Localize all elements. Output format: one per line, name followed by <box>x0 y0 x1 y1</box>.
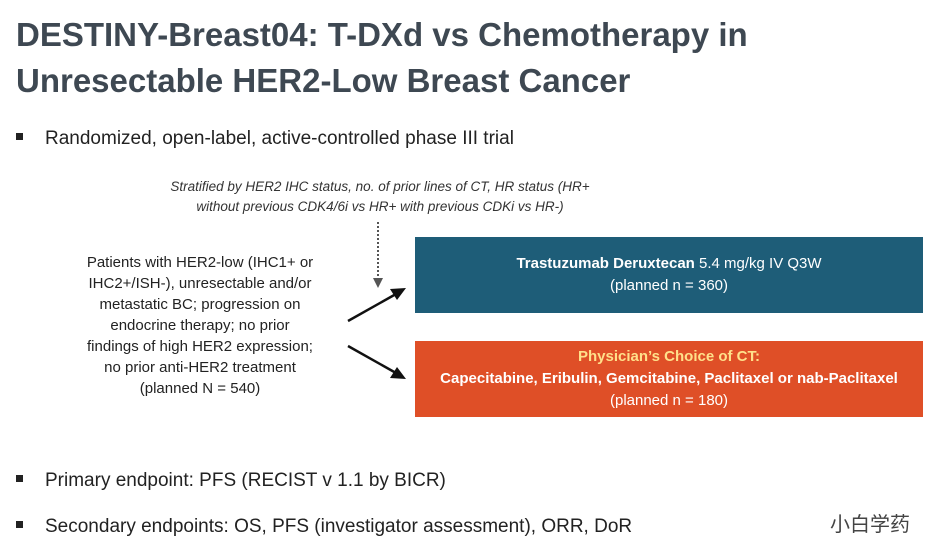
stratification-note: Stratified by HER2 IHC status, no. of pr… <box>140 177 620 217</box>
arrow-head <box>390 367 406 379</box>
bullet: Secondary endpoints: OS, PFS (investigat… <box>16 516 632 538</box>
patients-line: no prior anti-HER2 treatment <box>104 359 296 376</box>
arm-box: Trastuzumab Deruxtecan 5.4 mg/kg IV Q3W … <box>415 237 923 313</box>
arm-planned: (planned n = 360) <box>609 277 728 294</box>
watermark: 小白学药 <box>830 514 910 536</box>
patients-line: metastatic BC; progression on <box>99 296 301 313</box>
patients-line: IHC2+/ISH-), unresectable and/or <box>88 275 312 292</box>
title-line: Unresectable HER2-Low Breast Cancer <box>16 62 631 99</box>
patients: Patients with HER2-low (IHC1+ or IHC2+/I… <box>55 252 345 399</box>
arm-title: Trastuzumab Deruxtecan 5.4 mg/kg IV Q3W <box>415 253 923 275</box>
arm-planned: (planned n = 180) <box>609 392 728 409</box>
arrow <box>347 344 397 375</box>
patients-line: endocrine therapy; no prior <box>110 317 290 334</box>
patients-line: Patients with HER2-low (IHC1+ or <box>86 254 314 271</box>
arm-name: Physician’s Choice of CT: <box>578 348 760 365</box>
bullet: Randomized, open-label, active-controlle… <box>16 128 514 150</box>
patients-line: findings of high HER2 expression; <box>87 338 313 355</box>
arm-box: Physician’s Choice of CT: Capecitabine, … <box>415 341 923 417</box>
arm-name: Trastuzumab Deruxtecan <box>516 255 695 272</box>
title: DESTINY-Breast04: T-DXd vs Chemotherapy … <box>16 12 748 104</box>
note-line: without previous CDK4/6i vs HR+ with pre… <box>196 199 564 214</box>
patients-line: (planned N = 540) <box>139 380 261 397</box>
title-line: DESTINY-Breast04: T-DXd vs Chemotherapy … <box>16 16 748 53</box>
arm-dose: Capecitabine, Eribulin, Gemcitabine, Pac… <box>440 370 898 387</box>
bullet: Primary endpoint: PFS (RECIST v 1.1 by B… <box>16 470 446 492</box>
arm-dose: 5.4 mg/kg IV Q3W <box>699 255 822 272</box>
arrow-head <box>390 288 406 300</box>
arrow-head <box>373 278 383 288</box>
note-line: Stratified by HER2 IHC status, no. of pr… <box>170 179 590 194</box>
arrow <box>347 292 397 323</box>
